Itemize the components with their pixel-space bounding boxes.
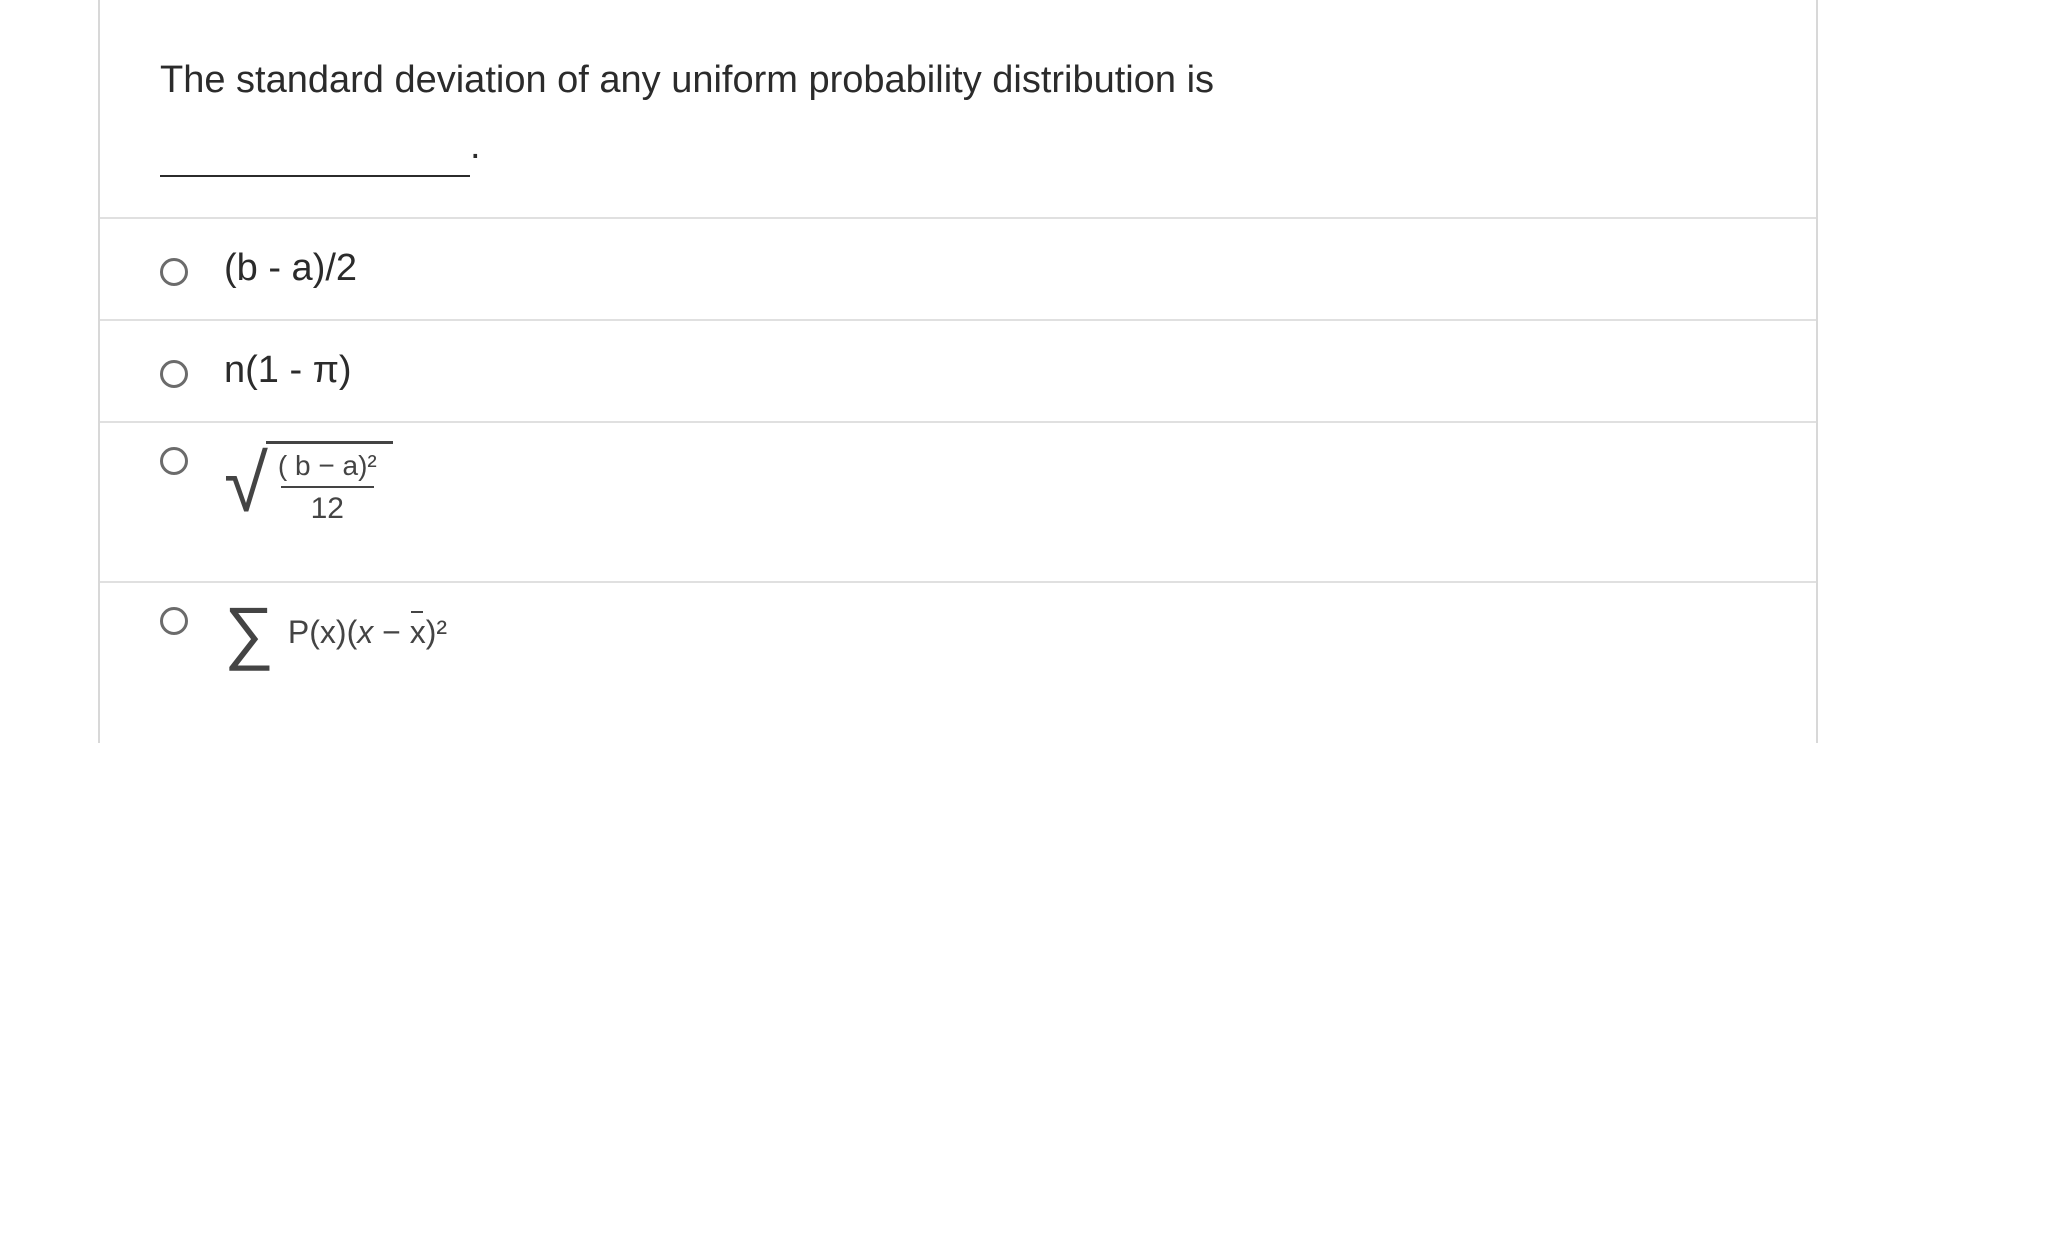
sum-minus: − [373, 614, 409, 650]
sum-prefix: P(x)( [288, 614, 357, 650]
radio-button-c[interactable] [160, 447, 188, 475]
fraction: ( b − a)² 12 [272, 450, 383, 526]
radio-button-b[interactable] [160, 360, 188, 388]
question-block: The standard deviation of any uniform pr… [100, 0, 1816, 219]
option-row-c[interactable]: √ ( b − a)² 12 [100, 423, 1816, 583]
sqrt-icon: √ [224, 444, 268, 524]
fraction-numerator: ( b − a)² [272, 450, 383, 486]
fraction-denominator: 12 [281, 486, 374, 526]
sqrt-content: ( b − a)² 12 [266, 441, 393, 528]
sigma-icon: ∑ [224, 601, 274, 664]
radio-button-d[interactable] [160, 607, 188, 635]
quiz-container: The standard deviation of any uniform pr… [98, 0, 1818, 743]
x-bar: x [410, 614, 426, 651]
option-label-a: (b - a)/2 [224, 247, 357, 290]
radio-button-a[interactable] [160, 258, 188, 286]
sum-var-x: x [357, 614, 373, 650]
option-row-b[interactable]: n(1 - π) [100, 321, 1816, 423]
option-label-b: n(1 - π) [224, 349, 352, 392]
fill-blank-line [160, 129, 470, 177]
question-text-part1: The standard deviation of any uniform pr… [160, 59, 1214, 101]
question-text: The standard deviation of any uniform pr… [160, 50, 1756, 177]
option-row-a[interactable]: (b - a)/2 [100, 219, 1816, 321]
sum-body: P(x)(x − x)² [288, 614, 447, 651]
option-formula-c: √ ( b − a)² 12 [224, 441, 393, 528]
blank-suffix: . [470, 125, 481, 167]
option-formula-d: ∑ P(x)(x − x)² [224, 601, 447, 664]
option-row-d[interactable]: ∑ P(x)(x − x)² [100, 583, 1816, 743]
sum-suffix: )² [426, 614, 447, 650]
